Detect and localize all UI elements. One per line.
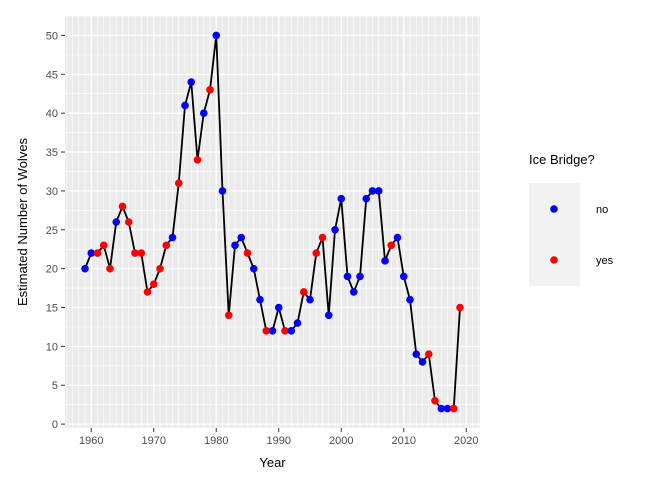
data-point (318, 233, 327, 242)
data-point (362, 194, 371, 203)
y-tick-label: 35 (46, 147, 58, 159)
data-point (87, 249, 96, 257)
data-point (393, 233, 402, 242)
series-points (81, 31, 464, 413)
legend-dot-yes (550, 256, 558, 264)
x-axis-title: Year (259, 455, 286, 470)
legend: Ice Bridge? no yes (529, 152, 614, 286)
data-point (137, 249, 146, 257)
data-point (374, 187, 383, 195)
data-point (356, 272, 364, 281)
x-tick-label: 1970 (142, 435, 166, 447)
data-point (112, 218, 121, 226)
data-point (162, 241, 171, 250)
data-point (299, 288, 308, 296)
data-point (431, 396, 439, 405)
y-tick-label: 0 (52, 419, 58, 431)
data-point (337, 194, 346, 203)
data-point (224, 311, 233, 320)
x-tick-label: 2000 (329, 435, 353, 447)
y-tick-label: 40 (46, 108, 58, 120)
y-tick-label: 50 (46, 30, 58, 42)
y-tick-label: 25 (46, 225, 58, 237)
data-point (168, 233, 177, 242)
legend-key-background (529, 183, 580, 286)
data-point (349, 288, 358, 296)
x-axis: 1960 1970 1980 1990 2000 2010 2020 (79, 428, 478, 447)
major-gridlines (65, 16, 480, 428)
legend-title: Ice Bridge? (529, 152, 595, 167)
data-point (424, 350, 433, 358)
y-tick-label: 45 (46, 69, 58, 81)
y-tick-label: 20 (46, 264, 58, 276)
data-point (343, 272, 352, 281)
y-axis-title: Estimated Number of Wolves (15, 137, 30, 306)
data-point (243, 249, 252, 257)
legend-label-yes: yes (596, 255, 614, 267)
x-tick-label: 1980 (204, 435, 228, 447)
x-tick-label: 2020 (454, 435, 478, 447)
data-point (181, 101, 189, 110)
data-point (206, 86, 214, 94)
data-point (174, 179, 183, 187)
data-point (218, 187, 227, 195)
data-point (443, 404, 452, 413)
data-point (131, 249, 139, 257)
data-point (93, 249, 102, 257)
data-point (281, 327, 289, 335)
x-tick-label: 1960 (79, 435, 103, 447)
data-point (418, 358, 427, 366)
data-point (99, 241, 108, 250)
data-point (268, 327, 277, 335)
data-point (124, 218, 133, 226)
data-point (312, 249, 321, 257)
data-point (306, 295, 314, 304)
legend-dot-no (550, 205, 558, 213)
data-point (118, 202, 127, 211)
data-point (212, 31, 221, 40)
data-point (274, 303, 283, 312)
data-point (106, 264, 114, 273)
data-point (187, 78, 196, 86)
y-tick-label: 15 (46, 303, 58, 315)
data-point (324, 311, 333, 320)
data-point (437, 404, 446, 413)
y-tick-label: 10 (46, 341, 58, 353)
data-point (249, 264, 258, 273)
data-point (387, 241, 396, 250)
x-tick-label: 2010 (392, 435, 416, 447)
data-point (287, 327, 296, 335)
data-point (149, 280, 158, 288)
y-tick-label: 30 (46, 186, 58, 198)
data-point (293, 319, 302, 327)
y-tick-label: 5 (52, 380, 58, 392)
data-point (81, 264, 89, 273)
y-axis: 0 5 10 15 20 25 30 35 40 45 50 (46, 30, 65, 431)
data-point (156, 264, 164, 273)
legend-label-no: no (596, 204, 608, 216)
data-point (331, 225, 339, 234)
data-point (406, 295, 414, 304)
data-point (368, 187, 377, 195)
data-point (399, 272, 408, 281)
data-point (449, 404, 458, 413)
data-point (193, 156, 202, 164)
data-point (256, 295, 264, 304)
data-point (143, 288, 152, 296)
data-point (412, 350, 421, 358)
data-point (231, 241, 239, 250)
data-point (199, 109, 208, 117)
data-point (456, 303, 464, 312)
x-tick-label: 1990 (267, 435, 291, 447)
data-point (262, 327, 271, 335)
data-point (237, 233, 246, 242)
data-point (381, 257, 389, 265)
